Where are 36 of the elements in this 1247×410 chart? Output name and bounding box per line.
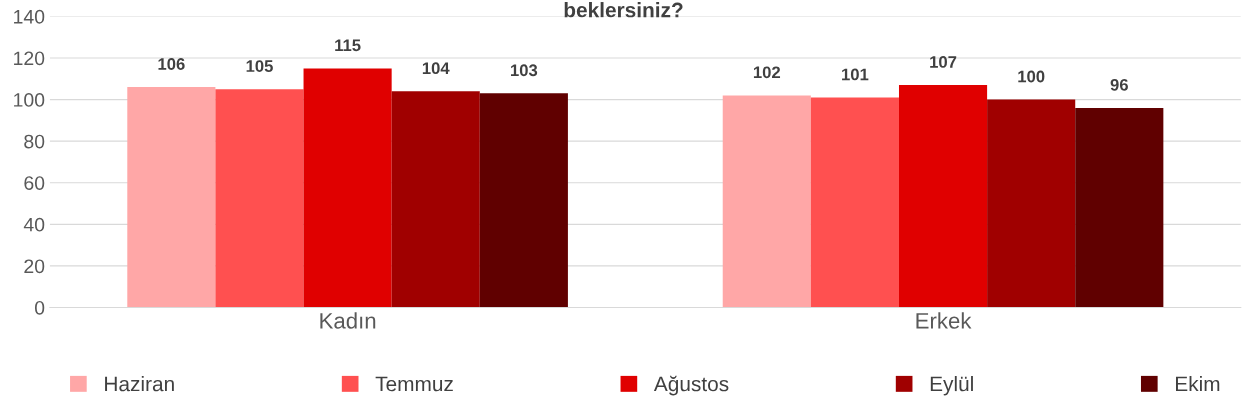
- bar: [810, 97, 899, 308]
- bar: [391, 91, 480, 308]
- y-tick-label: 80: [24, 134, 45, 149]
- bar: [303, 68, 392, 308]
- legend-label: Ekim: [1176, 376, 1220, 392]
- data-label: 115: [335, 39, 361, 52]
- bar: [987, 99, 1076, 308]
- legend-label: Temmuz: [375, 376, 453, 392]
- y-tick-label: 0: [34, 300, 45, 315]
- data-label: 107: [930, 56, 957, 68]
- y-tick-label: 40: [23, 217, 45, 232]
- y-tick-label: 140: [14, 9, 45, 24]
- bar: [127, 87, 216, 308]
- data-label: 100: [1018, 70, 1045, 83]
- y-tick-label: 100: [14, 93, 45, 107]
- data-label: 103: [511, 64, 538, 77]
- bar: [898, 85, 988, 308]
- bar: [1075, 107, 1164, 308]
- bar: [215, 89, 304, 308]
- y-tick-label: 60: [24, 176, 45, 190]
- y-tick-label: 20: [24, 259, 45, 274]
- data-label: 104: [422, 62, 450, 75]
- x-tick-label: Kadın: [320, 312, 376, 329]
- data-label: 96: [1110, 78, 1128, 91]
- bar: [722, 95, 811, 308]
- legend-label: Eylül: [930, 376, 973, 396]
- x-tick-label: Erkek: [916, 312, 972, 329]
- data-label: 105: [246, 60, 273, 72]
- bar: [479, 93, 568, 308]
- y-tick-label: 120: [14, 51, 45, 66]
- data-label: 102: [753, 66, 781, 79]
- data-label: 106: [158, 58, 185, 70]
- data-label: 101: [842, 68, 869, 81]
- legend-label: Ağustos: [653, 375, 729, 396]
- legend-label: Haziran: [105, 376, 174, 392]
- chart-title: beklersiniz?: [564, 2, 683, 18]
